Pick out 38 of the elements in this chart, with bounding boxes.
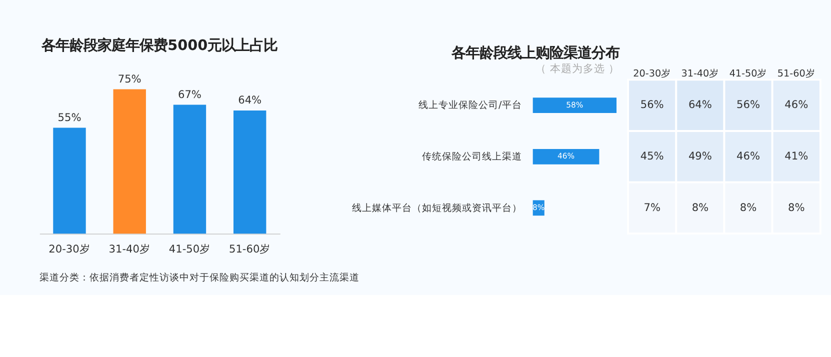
y-tick-label: 传统保险公司线上渠道 xyxy=(422,150,522,163)
data-label: 8% xyxy=(788,202,805,214)
chart-subtitle: （ 本题为多选 ） xyxy=(536,62,620,75)
data-label: 46% xyxy=(784,99,808,112)
x-tick-label: 51-60岁 xyxy=(777,67,816,80)
x-tick-label: 31-40岁 xyxy=(108,243,150,256)
bar xyxy=(113,89,146,234)
data-label: 8% xyxy=(532,202,545,212)
data-label: 64% xyxy=(238,94,262,107)
x-tick-label: 20-30岁 xyxy=(633,67,672,80)
data-label: 64% xyxy=(688,99,712,112)
data-label: 58% xyxy=(566,100,584,110)
data-label: 56% xyxy=(736,99,760,112)
chart-title: 各年龄段线上购险渠道分布 xyxy=(450,44,620,62)
data-label: 46% xyxy=(557,152,575,161)
data-label: 41% xyxy=(784,150,808,163)
bar xyxy=(53,128,86,234)
y-tick-label: 线上专业保险公司/平台 xyxy=(418,99,522,112)
data-label: 46% xyxy=(736,150,760,163)
data-label: 67% xyxy=(178,88,202,101)
x-tick-label: 31-40岁 xyxy=(681,67,720,80)
y-tick-label: 线上媒体平台（如短视频或资讯平台） xyxy=(352,202,522,214)
chart-title: 各年龄段家庭年保费5000元以上占比 xyxy=(40,36,278,54)
data-label: 75% xyxy=(118,74,142,86)
data-label: 8% xyxy=(740,202,757,214)
data-label: 56% xyxy=(640,99,664,112)
data-label: 55% xyxy=(58,112,82,124)
data-label: 8% xyxy=(692,202,709,214)
data-label: 45% xyxy=(640,150,664,163)
data-label: 49% xyxy=(688,150,712,163)
data-label: 7% xyxy=(644,202,660,214)
bar xyxy=(173,104,206,234)
bar xyxy=(233,110,266,234)
text: 渠道分类：依据消费者定性访谈中对于保险购买渠道的认知划分主流渠道 xyxy=(39,272,360,284)
x-tick-label: 41-50岁 xyxy=(168,243,211,256)
x-tick-label: 51-60岁 xyxy=(228,243,271,256)
x-tick-label: 20-30岁 xyxy=(48,243,90,256)
x-tick-label: 41-50岁 xyxy=(729,67,768,80)
